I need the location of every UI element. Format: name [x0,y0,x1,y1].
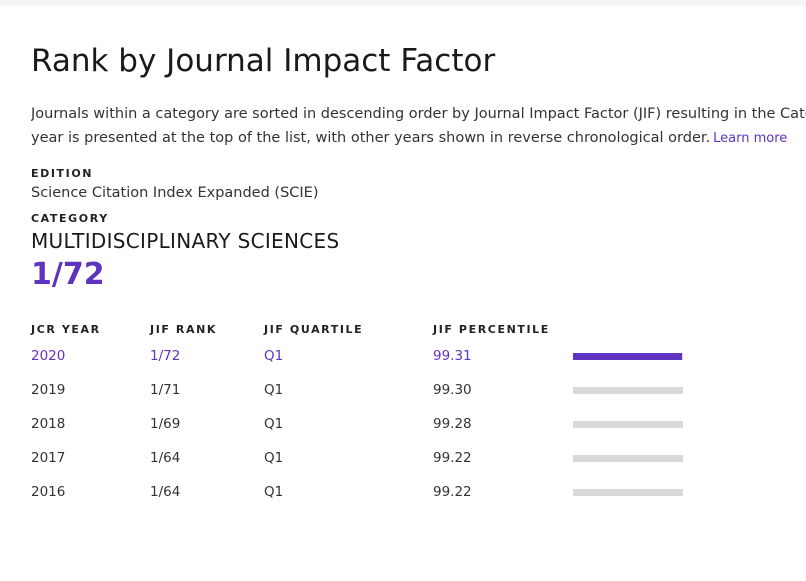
cell-jif-percentile: 99.30 [433,382,472,398]
description: Journals within a category are sorted in… [31,102,806,151]
cell-jif-percentile: 99.22 [433,450,472,466]
header-jif-rank: JIF RANK [150,323,218,336]
percentile-bar-fill [573,420,683,428]
table-header-row: JCR YEAR JIF RANK JIF QUARTILE JIF PERCE… [31,323,713,339]
rank-table: JCR YEAR JIF RANK JIF QUARTILE JIF PERCE… [31,323,713,509]
top-bar [0,0,806,6]
percentile-bar-fill [573,352,683,360]
cell-jcr-year: 2017 [31,450,66,466]
cell-jif-percentile: 99.28 [433,416,472,432]
cell-jif-percentile: 99.22 [433,484,472,500]
percentile-bar-track [573,488,683,496]
percentile-bar-fill [573,454,683,462]
description-line-1: Journals within a category are sorted in… [31,106,806,122]
cell-jif-quartile: Q1 [264,416,284,432]
category-rank: 1/72 [31,257,105,292]
cell-percentile-bar [573,339,713,373]
edition-value: Science Citation Index Expanded (SCIE) [31,185,319,201]
cell-jif-quartile: Q1 [264,484,284,500]
percentile-bar-fill [573,386,683,394]
cell-jif-rank: 1/72 [150,348,181,364]
category-value: MULTIDISCIPLINARY SCIENCES [31,229,340,253]
cell-jif-percentile: 99.31 [433,348,472,364]
cell-percentile-bar [573,441,713,475]
jif-rank-section: Rank by Journal Impact Factor Journals w… [31,40,806,509]
percentile-bar-fill [573,488,683,496]
table-row: 2019 1/71 Q1 99.30 [31,373,713,407]
page-title: Rank by Journal Impact Factor [31,43,496,79]
description-line-2-text: year is presented at the top of the list… [31,130,711,146]
cell-jif-quartile: Q1 [264,382,284,398]
learn-more-link[interactable]: Learn more [713,131,788,146]
cell-jif-quartile: Q1 [264,450,284,466]
percentile-bar-track [573,420,683,428]
cell-percentile-bar [573,373,713,407]
cell-jcr-year: 2019 [31,382,66,398]
cell-percentile-bar [573,407,713,441]
cell-jif-rank: 1/64 [150,484,181,500]
cell-percentile-bar [573,475,713,509]
edition-label: EDITION [31,167,94,180]
percentile-bar-track [573,386,683,394]
cell-jif-rank: 1/69 [150,416,181,432]
header-jif-quartile: JIF QUARTILE [264,323,364,336]
cell-jif-quartile: Q1 [264,348,284,364]
header-jif-percentile: JIF PERCENTILE [433,323,550,336]
cell-jcr-year: 2020 [31,348,66,364]
table-row: 2020 1/72 Q1 99.31 [31,339,713,373]
percentile-bar-track [573,454,683,462]
header-percentile-bar [573,323,713,339]
cell-jcr-year: 2018 [31,416,66,432]
table-row: 2018 1/69 Q1 99.28 [31,407,713,441]
cell-jif-rank: 1/64 [150,450,181,466]
table-row: 2016 1/64 Q1 99.22 [31,475,713,509]
percentile-bar-track [573,352,683,360]
table-row: 2017 1/64 Q1 99.22 [31,441,713,475]
cell-jcr-year: 2016 [31,484,66,500]
header-jcr-year: JCR YEAR [31,323,101,336]
category-label: CATEGORY [31,212,109,225]
cell-jif-rank: 1/71 [150,382,181,398]
description-line-2: year is presented at the top of the list… [31,126,806,151]
